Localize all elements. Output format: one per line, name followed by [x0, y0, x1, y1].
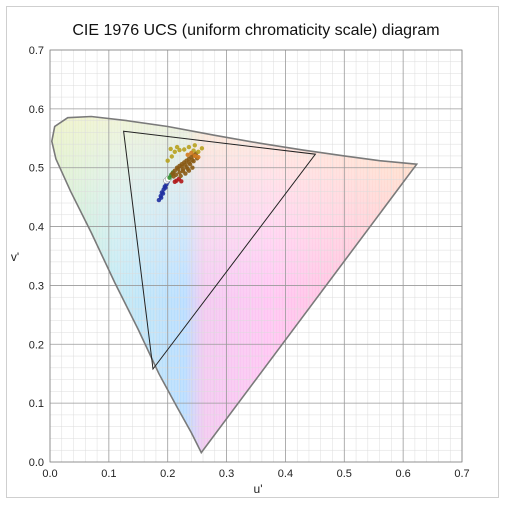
x-axis-label: u' [253, 482, 263, 496]
x-tick-label: 0.7 [454, 468, 469, 480]
y-tick-label: 0.6 [29, 104, 44, 116]
x-tick-label: 0.0 [42, 468, 57, 480]
scatter-point [182, 147, 187, 152]
scatter-point [163, 185, 168, 190]
x-tick-label: 0.3 [219, 468, 234, 480]
scatter-point [180, 169, 186, 174]
scatter-point [185, 166, 190, 172]
y-tick-label: 0.5 [29, 163, 44, 175]
y-tick-label: 0.2 [29, 339, 44, 351]
scatter-point [199, 146, 205, 151]
scatter-point [168, 146, 173, 152]
scatter-point [172, 168, 177, 173]
y-axis-label: v' [10, 250, 20, 264]
scatter-point [186, 144, 192, 150]
y-tick-label: 0.1 [29, 398, 44, 410]
scatter-point [178, 173, 183, 179]
scatter-point [192, 143, 197, 148]
x-tick-label: 0.5 [337, 468, 352, 480]
scatter-point [192, 153, 197, 159]
scatter-point [189, 150, 194, 156]
gamut-triangle [123, 130, 317, 371]
scatter-point [159, 195, 164, 200]
scatter-point [172, 149, 177, 154]
scatter-point [171, 174, 176, 179]
scatter-point [196, 149, 201, 154]
scatter-point [183, 162, 188, 167]
scatter-point [160, 191, 166, 196]
x-tick-label: 0.2 [160, 468, 175, 480]
y-tick-label: 0.4 [29, 222, 44, 234]
scatter-point [177, 147, 182, 153]
x-tick-label: 0.1 [101, 468, 116, 480]
scatter-point [179, 179, 184, 184]
scatter-point [169, 154, 174, 159]
scatter-point [176, 166, 181, 172]
scatter-point [174, 144, 180, 150]
scatter-point [190, 157, 195, 163]
scatter-point [186, 160, 192, 165]
scatter-point [185, 152, 190, 157]
chart-title: CIE 1976 UCS (uniform chromaticity scale… [72, 22, 440, 39]
scatter-point [190, 165, 195, 170]
scatter-point [165, 158, 170, 163]
x-tick-label: 0.6 [395, 468, 410, 480]
x-tick-label: 0.4 [278, 468, 293, 480]
y-tick-label: 0.0 [29, 457, 44, 469]
y-tick-label: 0.7 [29, 45, 44, 57]
scatter-point [177, 170, 182, 175]
plot-border [49, 49, 463, 463]
y-tick-label: 0.3 [29, 280, 44, 292]
scatter-point [179, 164, 184, 169]
spectral-locus [50, 115, 419, 455]
scatter-point [172, 179, 177, 184]
scatter-point [196, 154, 201, 160]
